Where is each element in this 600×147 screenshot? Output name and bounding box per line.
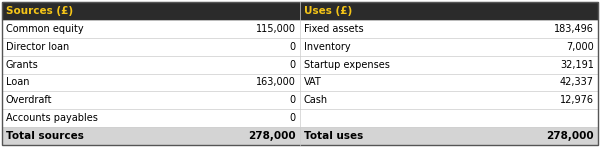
Bar: [2, 109, 598, 127]
Text: 115,000: 115,000: [256, 24, 296, 34]
Text: 0: 0: [290, 95, 296, 105]
Bar: [2, 56, 598, 74]
Text: 42,337: 42,337: [560, 77, 594, 87]
Bar: [2, 127, 598, 145]
Text: 163,000: 163,000: [256, 77, 296, 87]
Bar: [2, 38, 598, 56]
Text: Cash: Cash: [304, 95, 328, 105]
Text: Grants: Grants: [6, 60, 39, 70]
Text: Uses (£): Uses (£): [304, 6, 352, 16]
Text: Total sources: Total sources: [6, 131, 84, 141]
Text: 183,496: 183,496: [554, 24, 594, 34]
Text: Overdraft: Overdraft: [6, 95, 53, 105]
Text: 278,000: 278,000: [248, 131, 296, 141]
Bar: [2, 74, 598, 91]
Text: Accounts payables: Accounts payables: [6, 113, 98, 123]
Bar: [2, 20, 598, 38]
Text: Director loan: Director loan: [6, 42, 69, 52]
Bar: [2, 91, 598, 109]
Text: Sources (£): Sources (£): [6, 6, 73, 16]
Text: 0: 0: [290, 60, 296, 70]
Text: Startup expenses: Startup expenses: [304, 60, 390, 70]
Text: 7,000: 7,000: [566, 42, 594, 52]
Text: 0: 0: [290, 113, 296, 123]
Text: Loan: Loan: [6, 77, 29, 87]
Text: Fixed assets: Fixed assets: [304, 24, 364, 34]
Text: Total uses: Total uses: [304, 131, 363, 141]
Text: Inventory: Inventory: [304, 42, 350, 52]
Bar: [2, 2, 598, 20]
Text: 32,191: 32,191: [560, 60, 594, 70]
Text: 12,976: 12,976: [560, 95, 594, 105]
Text: 0: 0: [290, 42, 296, 52]
Text: VAT: VAT: [304, 77, 322, 87]
Text: 278,000: 278,000: [547, 131, 594, 141]
Text: Common equity: Common equity: [6, 24, 83, 34]
